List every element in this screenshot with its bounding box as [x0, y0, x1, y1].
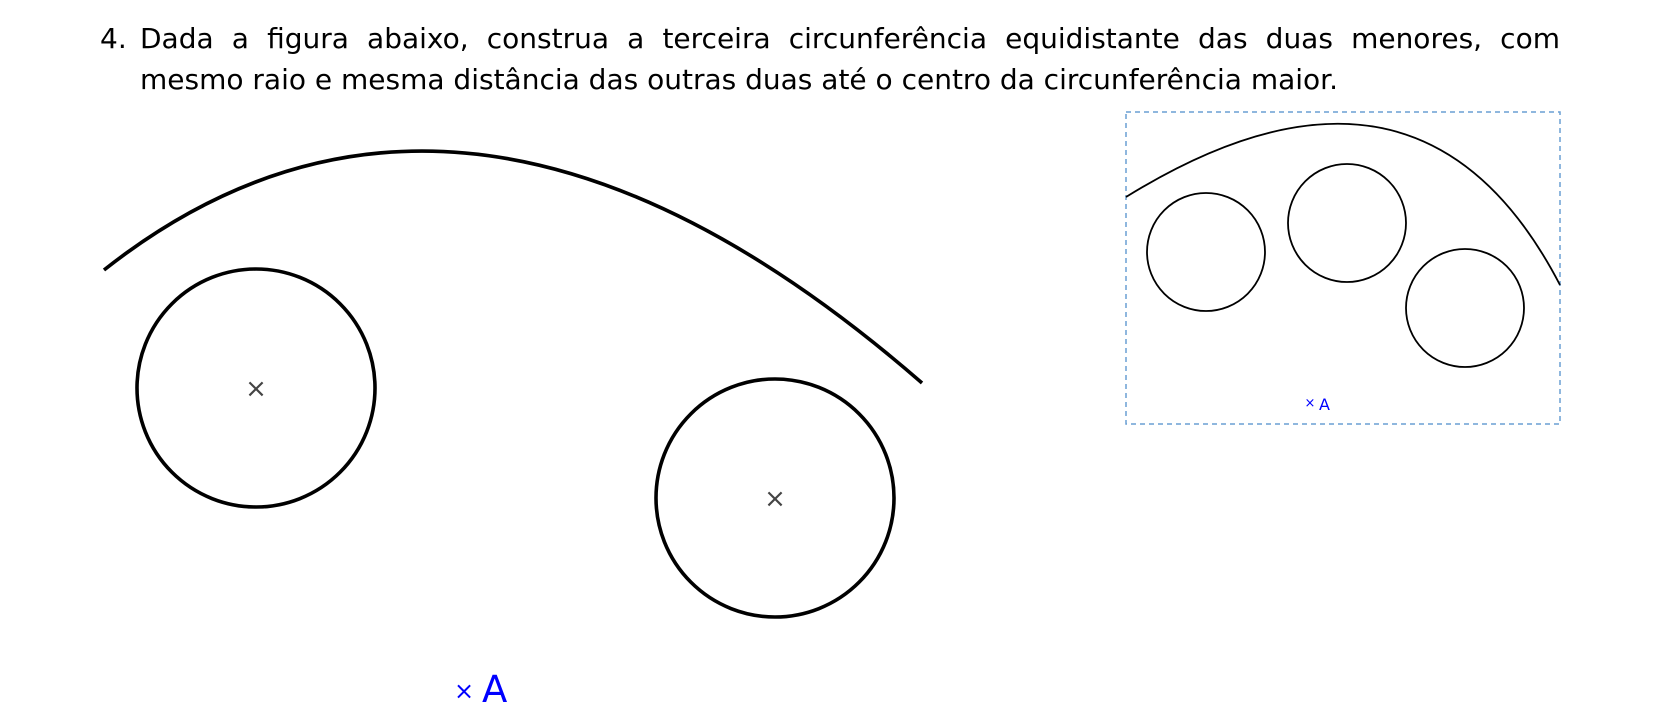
thumbnail-frame	[1125, 111, 1561, 425]
left-small-circle	[135, 267, 377, 509]
thumbnail-point-a-marker: ×	[1305, 396, 1316, 411]
solution-thumbnail: × A	[1125, 111, 1561, 425]
question-number: 4.	[100, 22, 127, 55]
point-a-label: A	[482, 668, 507, 711]
thumbnail-left-circle	[1146, 192, 1266, 312]
right-circle-center-mark: ×	[764, 484, 786, 514]
thumbnail-point-a-label: A	[1319, 395, 1330, 414]
thumbnail-middle-circle	[1287, 163, 1407, 283]
thumbnail-large-circle-arc	[1125, 122, 1561, 286]
right-small-circle	[654, 377, 896, 619]
question-text: Dada a figura abaixo, construa a terceir…	[140, 22, 1560, 96]
thumbnail-right-circle	[1405, 248, 1525, 368]
left-circle-center-mark: ×	[245, 374, 267, 404]
large-circle-arc	[102, 149, 924, 385]
question-statement: 4. Dada a figura abaixo, construa a terc…	[100, 18, 1560, 100]
point-a-marker: ×	[454, 677, 474, 705]
